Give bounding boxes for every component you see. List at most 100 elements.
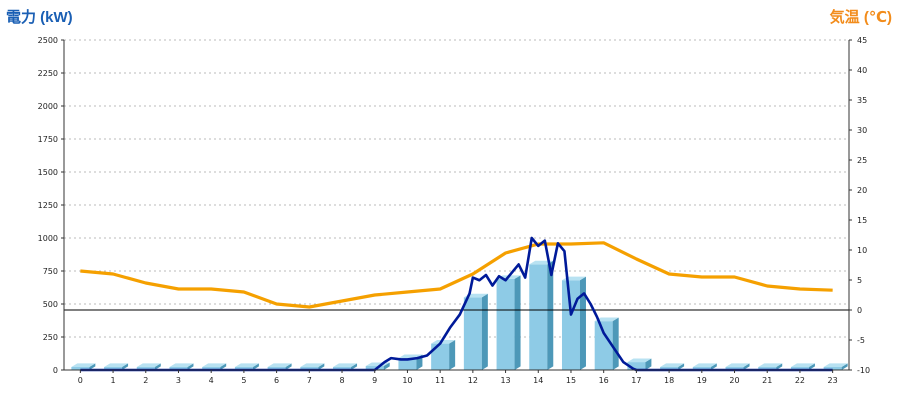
bar-front [365,366,384,370]
right-tick-label: -5 [857,336,865,345]
bar-side [383,362,390,370]
right-tick-label: 35 [857,96,867,105]
bar [725,363,750,370]
x-tick-label: 7 [307,376,312,385]
left-tick-label: 2500 [38,36,58,45]
bar-side [252,363,259,370]
bar [758,363,783,370]
bar [234,363,259,370]
bar [790,363,815,370]
bar [169,363,194,370]
bar-front [561,280,580,370]
bar-front [104,367,123,370]
right-tick-label: 5 [857,276,862,285]
bar-top [529,260,554,265]
left-tick-label: 1000 [38,234,58,243]
left-tick-label: 1500 [38,168,58,177]
bar-front [202,367,221,370]
x-tick-label: 3 [176,376,181,385]
bar [496,275,521,370]
bar-front [823,367,842,370]
bar-top [431,340,456,344]
x-tick-label: 11 [435,376,445,385]
bar-top [234,363,259,367]
bar [300,363,325,370]
bar-front [594,321,613,370]
bar-side [351,363,358,370]
left-tick-label: 250 [43,333,58,342]
bar-front [627,362,646,370]
bar-front [71,367,90,370]
bar [202,363,227,370]
line-series [64,236,849,372]
left-tick-label: 2250 [38,69,58,78]
bar [104,363,129,370]
bar-side [547,260,554,370]
bar-top [594,317,619,322]
bar-side [481,293,488,370]
bar-front [333,367,352,370]
bar-side [776,363,783,370]
bar-side [514,275,521,370]
right-tick-label: 15 [857,216,867,225]
x-tick-label: 13 [500,376,510,385]
bar-front [496,278,515,370]
bar-top [71,363,96,367]
bar-side [449,340,456,370]
right-tick-label: 10 [857,246,867,255]
x-tick-label: 1 [111,376,116,385]
x-tick-label: 21 [762,376,772,385]
bar-top [267,363,292,367]
right-tick-label: 40 [857,66,867,75]
bar-side [678,363,685,370]
right-tick-label: 0 [857,306,862,315]
bar [136,363,161,370]
bar-side [841,363,848,370]
x-tick-label: 6 [274,376,279,385]
bar-top [333,363,358,367]
x-tick-label: 17 [631,376,641,385]
bar-side [122,363,129,370]
bar [660,363,685,370]
x-tick-label: 9 [372,376,377,385]
bar-top [725,363,750,367]
right-tick-label: 20 [857,186,867,195]
bar-front [431,343,450,370]
bar [431,340,456,370]
x-tick-label: 10 [402,376,412,385]
bar-front [758,367,777,370]
left-tick-label: 1750 [38,135,58,144]
bar-top [104,363,129,367]
bar [529,260,554,370]
bar [594,317,619,370]
x-tick-label: 12 [468,376,478,385]
bar-front [300,367,319,370]
right-tick-label: 30 [857,126,867,135]
temperature-line [80,241,833,309]
left-tick-label: 500 [43,300,58,309]
bar-front [660,367,679,370]
x-tick-label: 14 [533,376,543,385]
x-tick-label: 5 [241,376,246,385]
bar-side [579,276,586,370]
bar-top [169,363,194,367]
bar-front [398,358,417,370]
bar-side [318,363,325,370]
bar-front [234,367,253,370]
x-tick-label: 22 [795,376,805,385]
x-tick-label: 18 [664,376,674,385]
bar-front [529,264,548,370]
x-tick-label: 16 [599,376,609,385]
bar-side [285,363,292,370]
bar-top [692,363,717,367]
bar-front [267,367,286,370]
right-axis-title: 気温 (℃) [829,9,892,26]
bar-top [823,363,848,367]
bar-side [612,317,619,370]
bar-side [89,363,96,370]
bar [267,363,292,370]
bar-top [758,363,783,367]
bar-side [710,363,717,370]
x-tick-label: 4 [209,376,214,385]
bar-front [463,297,482,370]
